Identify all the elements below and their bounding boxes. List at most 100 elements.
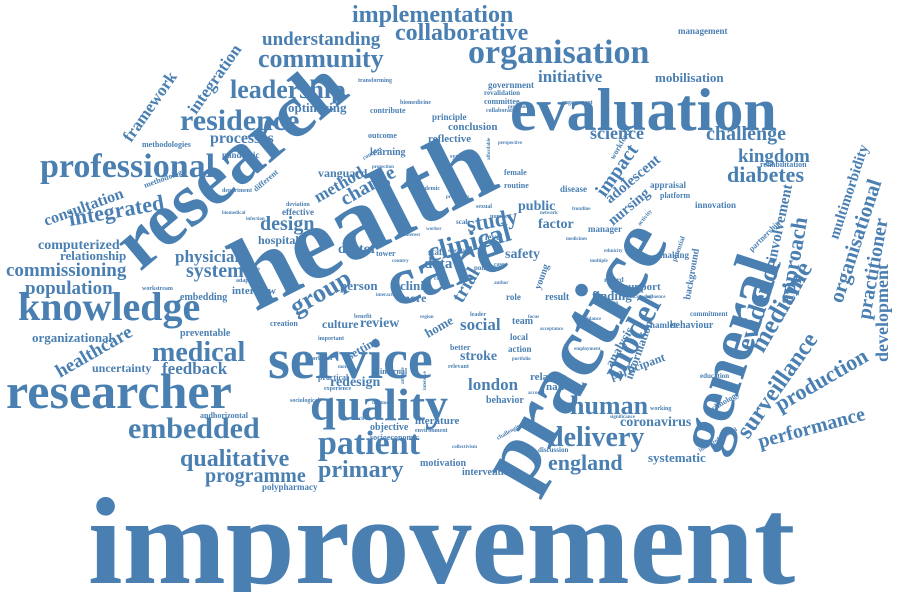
word-sociological: sociological [290,398,320,404]
word-influence: influence [646,295,666,300]
word-young: young [532,263,551,291]
word-organizational: organizational [32,330,113,345]
word-disease: disease [560,184,587,194]
word-motivation: motivation [420,458,467,469]
word-network: network [540,211,558,216]
word-methodologies: methodologies [142,140,191,149]
word-collaborative: collaborative [395,20,529,46]
word-focus: focus [528,315,539,320]
word-knowledge: knowledge [18,284,200,329]
word-learning: learning [370,147,406,158]
word-behavior: behavior [486,395,524,406]
word-community: community [258,44,384,73]
word-initiative: initiative [538,67,603,86]
word-human: human [570,391,649,420]
word-result: result [545,292,570,303]
word-government: government [488,80,534,90]
word-commitment: commitment [690,310,728,318]
word-relevant: relevant [448,364,469,370]
word-leadership: leadership [230,75,346,104]
word-transforming: transforming [358,78,392,84]
word-academic: academic [416,186,440,192]
word-clinic: clinic [400,278,430,293]
word-protection: protection [372,165,394,170]
word-safety: safety [505,247,540,262]
word-leader: leader [470,312,486,318]
word-prevention: prevention [446,195,469,200]
word-science: science [590,123,644,143]
word-reflection: reflection [598,301,618,306]
word-principle: principle [432,112,467,122]
word-infection: infection [246,217,265,222]
word-social: social [460,315,501,334]
word-policy: policy [474,264,492,272]
word-medical: medical [152,337,246,368]
word-collaboration: collaboration [486,108,521,114]
word-biomedical: biomedical [222,211,246,216]
word-primary: primary [318,457,403,483]
word-number: number [490,214,511,220]
word-cost: cost [434,276,444,282]
word-effective: effective [282,207,314,217]
word-biomedicine: biomedicine [400,100,431,106]
word-research-small: research [346,417,364,422]
word-feedback: feedback [162,359,228,378]
word-london: london [468,375,519,394]
word-development: development [872,264,892,362]
word-mobilisation: mobilisation [655,70,724,85]
word-record: record [604,276,624,284]
word-account: account [528,391,545,396]
word-experience: experience [324,386,352,392]
word-affordable: affordable [487,137,492,160]
word-computerized: computerized [38,238,120,253]
word-framework: framework [119,67,181,145]
word-syndrome: syndrome [450,154,476,160]
word-mother: mother [338,365,354,370]
word-role: role [506,292,521,302]
word-medicines: medicines [566,237,587,242]
word-important: important [318,336,344,342]
word-objective: objective [370,422,409,433]
word-pandemic: pandemic [222,150,260,160]
word-intensive: intensive [423,370,428,390]
word-intervention: intervention [462,467,515,478]
word-benefit: benefit [354,314,372,320]
word-management: management [678,26,728,36]
word-improvement: improvement [88,473,795,592]
word-socioeconomic: socioeconomic [370,433,419,442]
word-workload: workload [308,356,333,362]
word-committee: committee [484,97,520,106]
word-public: public [518,199,555,214]
word-engagement: engagement [562,100,593,106]
word-commissioning: commissioning [6,260,127,281]
word-reflective: reflective [428,133,471,145]
word-vanguard: vanguard [318,166,368,180]
word-national: national [546,381,585,393]
word-population: population [25,278,113,299]
word-working: working [650,406,671,412]
word-attitude: attitude [401,367,406,384]
word-delivery: delivery [548,422,644,453]
word-innovation: innovation [695,200,736,210]
word-conclusion: conclusion [448,121,498,133]
word-evaluation: evaluation [510,77,777,143]
word-more: more [400,291,427,305]
word-diabetes: diabetes [727,162,804,187]
word-interest: interest [404,233,420,238]
word-staff: staff [428,247,446,257]
word-country: country [392,259,409,264]
word-local: local [510,332,528,342]
word-programme: programme [205,465,306,487]
word-specialist: specialist [448,249,468,254]
word-residence: residence [180,104,299,137]
word-portfolio: portfolio [512,357,531,362]
word-case: case [494,262,505,268]
word-relation: relation [530,371,566,383]
word-action: action [508,344,532,354]
word-internal: internal [380,367,408,376]
word-implementation: implementation [352,2,513,28]
word-perspective: perspective [498,141,523,146]
word-platform: platform [660,191,691,200]
